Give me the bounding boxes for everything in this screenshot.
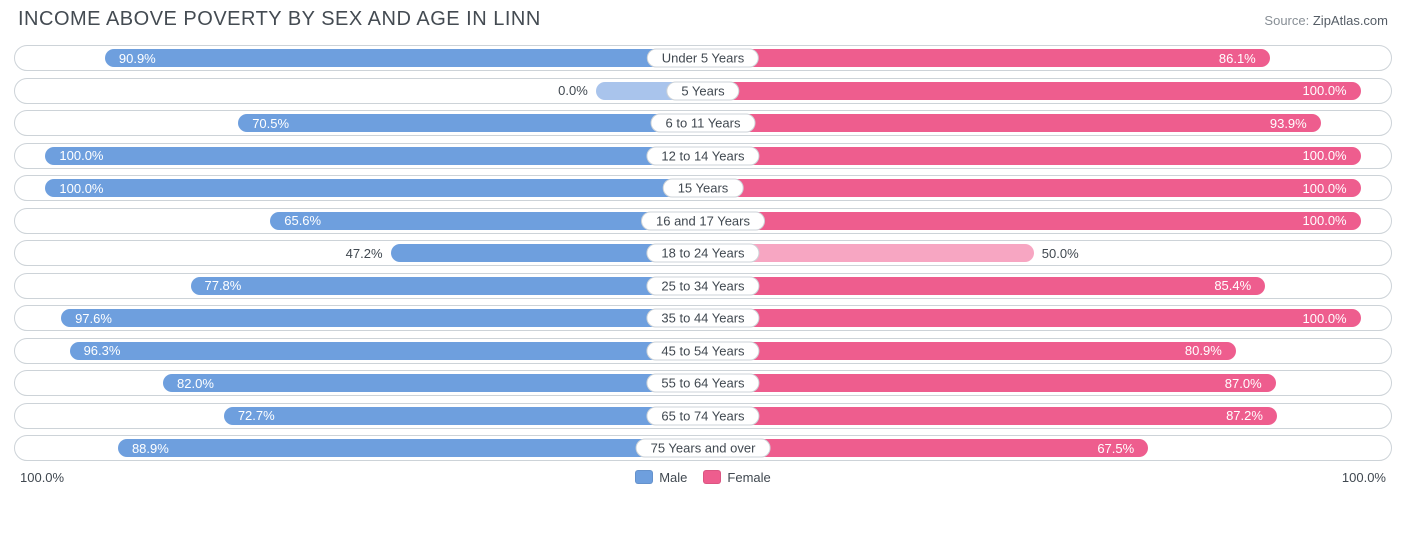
diverging-bar-chart: 90.9% 86.1% Under 5 Years 0.0% 100.0% 5 Years… [14, 45, 1392, 461]
male-value: 100.0% [49, 144, 103, 168]
female-bar [707, 179, 1361, 197]
female-bar [707, 212, 1361, 230]
female-bar [707, 342, 1236, 360]
female-value: 93.9% [1270, 111, 1317, 135]
female-bar [707, 374, 1276, 392]
female-value: 100.0% [1303, 306, 1357, 330]
axis-left-label: 100.0% [20, 470, 64, 485]
category-label: 5 Years [666, 81, 739, 100]
legend-item-female: Female [703, 470, 770, 485]
chart-row: 72.7% 87.2% 65 to 74 Years [14, 403, 1392, 429]
chart-row: 90.9% 86.1% Under 5 Years [14, 45, 1392, 71]
category-label: 65 to 74 Years [646, 406, 759, 425]
male-bar [105, 49, 699, 67]
male-value: 47.2% [346, 241, 383, 265]
chart-row: 82.0% 87.0% 55 to 64 Years [14, 370, 1392, 396]
male-value: 96.3% [74, 339, 121, 363]
chart-row: 65.6% 100.0% 16 and 17 Years [14, 208, 1392, 234]
male-bar [61, 309, 699, 327]
chart-row: 70.5% 93.9% 6 to 11 Years [14, 110, 1392, 136]
axis-right-label: 100.0% [1342, 470, 1386, 485]
male-bar [270, 212, 699, 230]
male-value: 100.0% [49, 176, 103, 200]
category-label: 25 to 34 Years [646, 276, 759, 295]
category-label: 12 to 14 Years [646, 146, 759, 165]
legend-label-male: Male [659, 470, 687, 485]
male-bar [163, 374, 699, 392]
male-bar [45, 147, 699, 165]
female-bar [707, 82, 1361, 100]
female-bar [707, 407, 1277, 425]
female-value: 87.2% [1226, 404, 1273, 428]
chart-row: 77.8% 85.4% 25 to 34 Years [14, 273, 1392, 299]
male-value: 0.0% [558, 79, 588, 103]
female-bar [707, 147, 1361, 165]
category-label: 35 to 44 Years [646, 309, 759, 328]
male-bar [118, 439, 699, 457]
male-value: 97.6% [65, 306, 112, 330]
chart-row: 88.9% 67.5% 75 Years and over [14, 435, 1392, 461]
male-value: 70.5% [242, 111, 289, 135]
chart-footer: 100.0% Male Female 100.0% [14, 468, 1392, 485]
female-value: 80.9% [1185, 339, 1232, 363]
female-bar [707, 114, 1321, 132]
category-label: 15 Years [663, 179, 744, 198]
chart-row: 100.0% 100.0% 15 Years [14, 175, 1392, 201]
chart-row: 96.3% 80.9% 45 to 54 Years [14, 338, 1392, 364]
male-bar [45, 179, 699, 197]
female-value: 100.0% [1303, 176, 1357, 200]
female-value: 87.0% [1225, 371, 1272, 395]
female-bar [707, 309, 1361, 327]
legend-swatch-female [703, 470, 721, 484]
female-bar [707, 49, 1270, 67]
female-value: 50.0% [1042, 241, 1079, 265]
male-value: 77.8% [194, 274, 241, 298]
category-label: 6 to 11 Years [651, 114, 756, 133]
male-bar [191, 277, 700, 295]
chart-row: 0.0% 100.0% 5 Years [14, 78, 1392, 104]
male-value: 82.0% [167, 371, 214, 395]
chart-row: 47.2% 50.0% 18 to 24 Years [14, 240, 1392, 266]
category-label: 45 to 54 Years [646, 341, 759, 360]
female-bar [707, 277, 1265, 295]
chart-title: INCOME ABOVE POVERTY BY SEX AND AGE IN L… [18, 8, 541, 31]
female-value: 85.4% [1214, 274, 1261, 298]
category-label: 55 to 64 Years [646, 374, 759, 393]
category-label: 16 and 17 Years [641, 211, 765, 230]
legend: Male Female [635, 470, 771, 485]
category-label: 75 Years and over [636, 439, 771, 458]
chart-row: 97.6% 100.0% 35 to 44 Years [14, 305, 1392, 331]
chart-row: 100.0% 100.0% 12 to 14 Years [14, 143, 1392, 169]
source-value: ZipAtlas.com [1313, 13, 1388, 28]
chart-header: INCOME ABOVE POVERTY BY SEX AND AGE IN L… [14, 8, 1392, 31]
male-value: 65.6% [274, 209, 321, 233]
female-value: 100.0% [1303, 144, 1357, 168]
legend-swatch-male [635, 470, 653, 484]
female-value: 67.5% [1097, 436, 1144, 460]
male-bar [224, 407, 699, 425]
male-bar [70, 342, 699, 360]
female-value: 100.0% [1303, 209, 1357, 233]
chart-source: Source: ZipAtlas.com [1264, 13, 1388, 28]
source-label: Source: [1264, 13, 1309, 28]
category-label: Under 5 Years [647, 49, 759, 68]
male-value: 90.9% [109, 46, 156, 70]
category-label: 18 to 24 Years [646, 244, 759, 263]
female-bar [707, 439, 1148, 457]
female-value: 100.0% [1303, 79, 1357, 103]
legend-label-female: Female [727, 470, 770, 485]
female-value: 86.1% [1219, 46, 1266, 70]
legend-item-male: Male [635, 470, 687, 485]
male-value: 72.7% [228, 404, 275, 428]
male-bar [238, 114, 699, 132]
male-value: 88.9% [122, 436, 169, 460]
